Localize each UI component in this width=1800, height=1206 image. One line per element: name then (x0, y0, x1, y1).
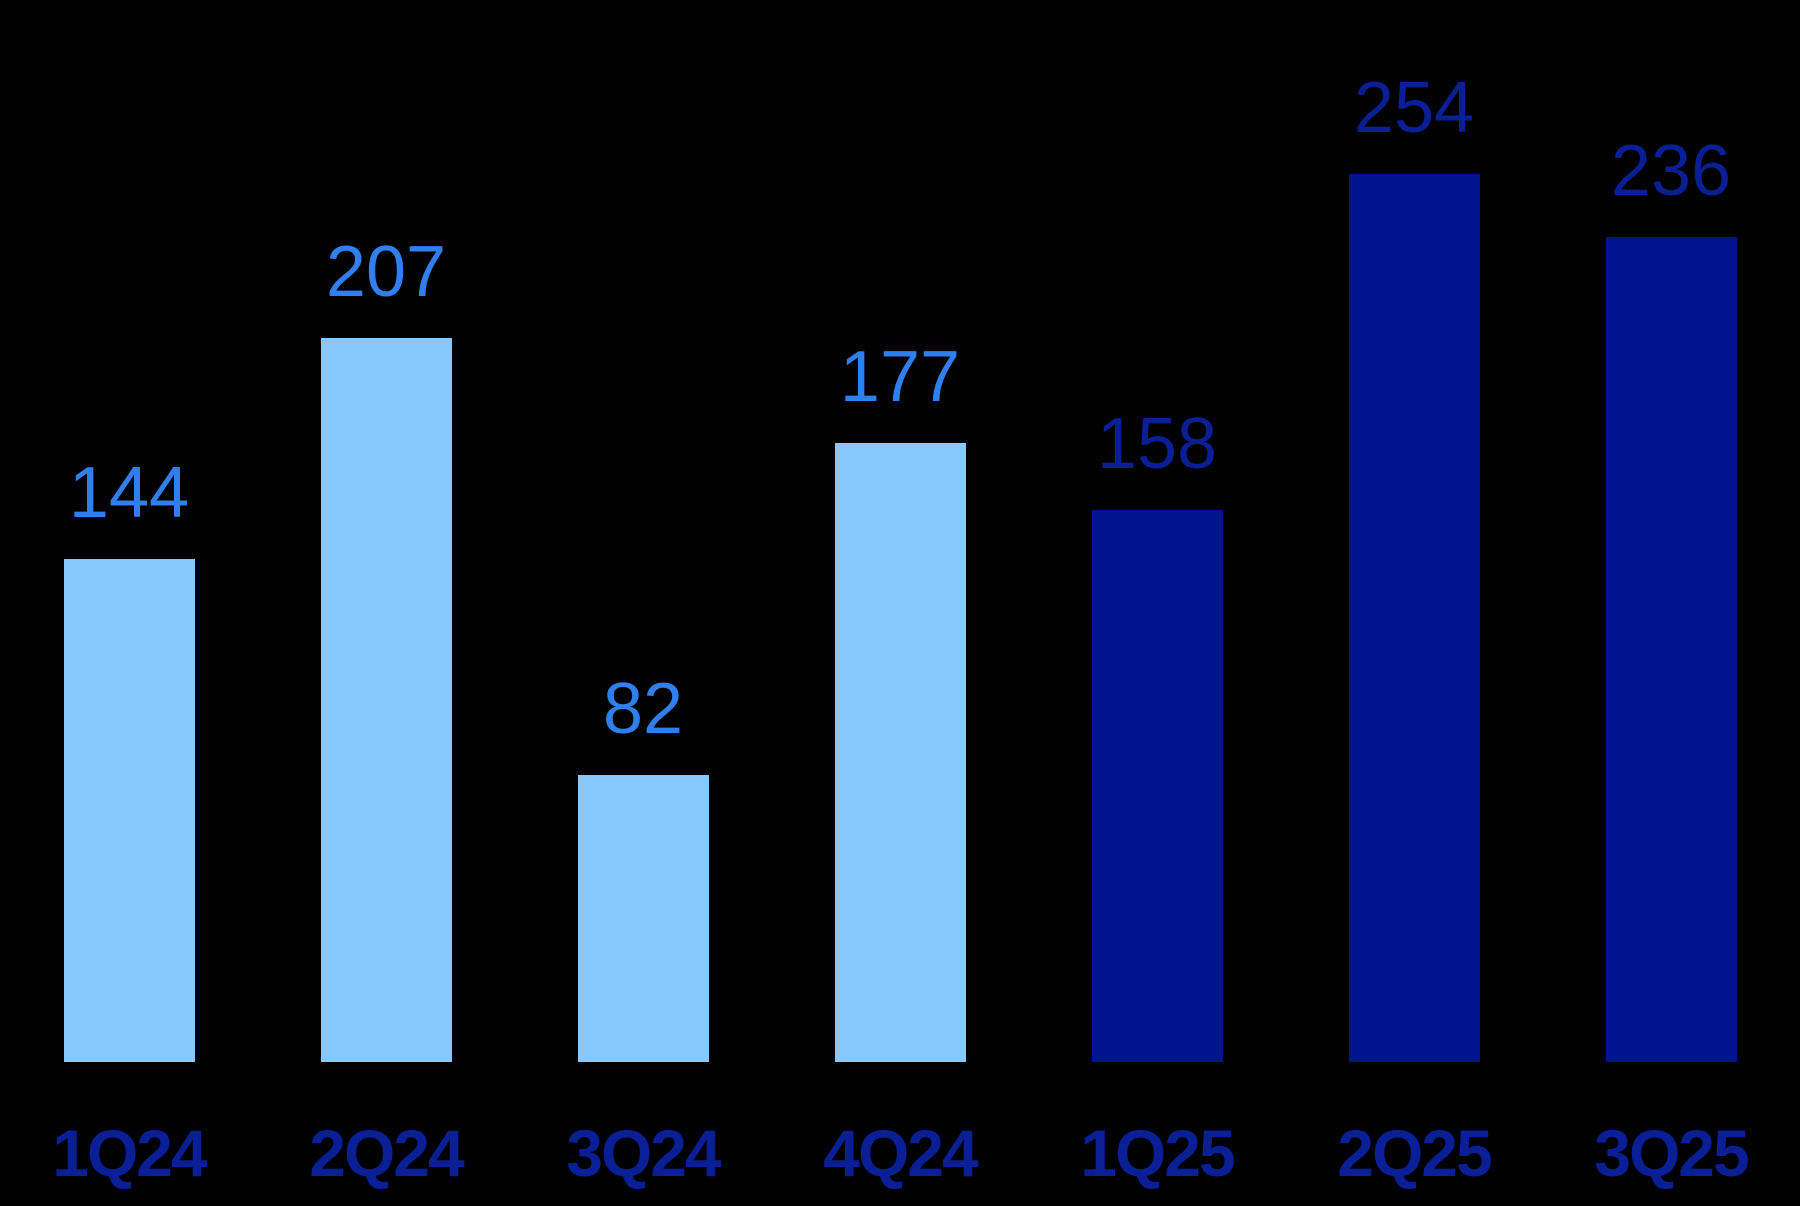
value-label: 254 (1353, 68, 1475, 148)
value-label: 82 (602, 669, 684, 750)
bar-2Q24 (321, 338, 452, 1062)
value-label: 144 (68, 452, 190, 533)
category-label: 1Q24 (52, 1116, 207, 1190)
value-label: 177 (839, 337, 961, 418)
category-label: 3Q24 (566, 1116, 721, 1190)
bar-3Q24 (578, 775, 709, 1062)
category-label: 2Q25 (1337, 1116, 1492, 1190)
bar-3Q25 (1606, 236, 1737, 1062)
bar-1Q25 (1092, 509, 1223, 1062)
category-label: 3Q25 (1594, 1116, 1749, 1190)
category-label: 4Q24 (823, 1116, 978, 1190)
value-label: 236 (1610, 130, 1732, 211)
value-label: 158 (1096, 403, 1218, 484)
bar-4Q24 (835, 443, 966, 1062)
bar-2Q25 (1349, 174, 1480, 1062)
bar-1Q24 (64, 558, 195, 1062)
category-label: 2Q24 (309, 1116, 464, 1190)
category-label: 1Q25 (1080, 1116, 1235, 1190)
value-label: 207 (325, 232, 447, 313)
